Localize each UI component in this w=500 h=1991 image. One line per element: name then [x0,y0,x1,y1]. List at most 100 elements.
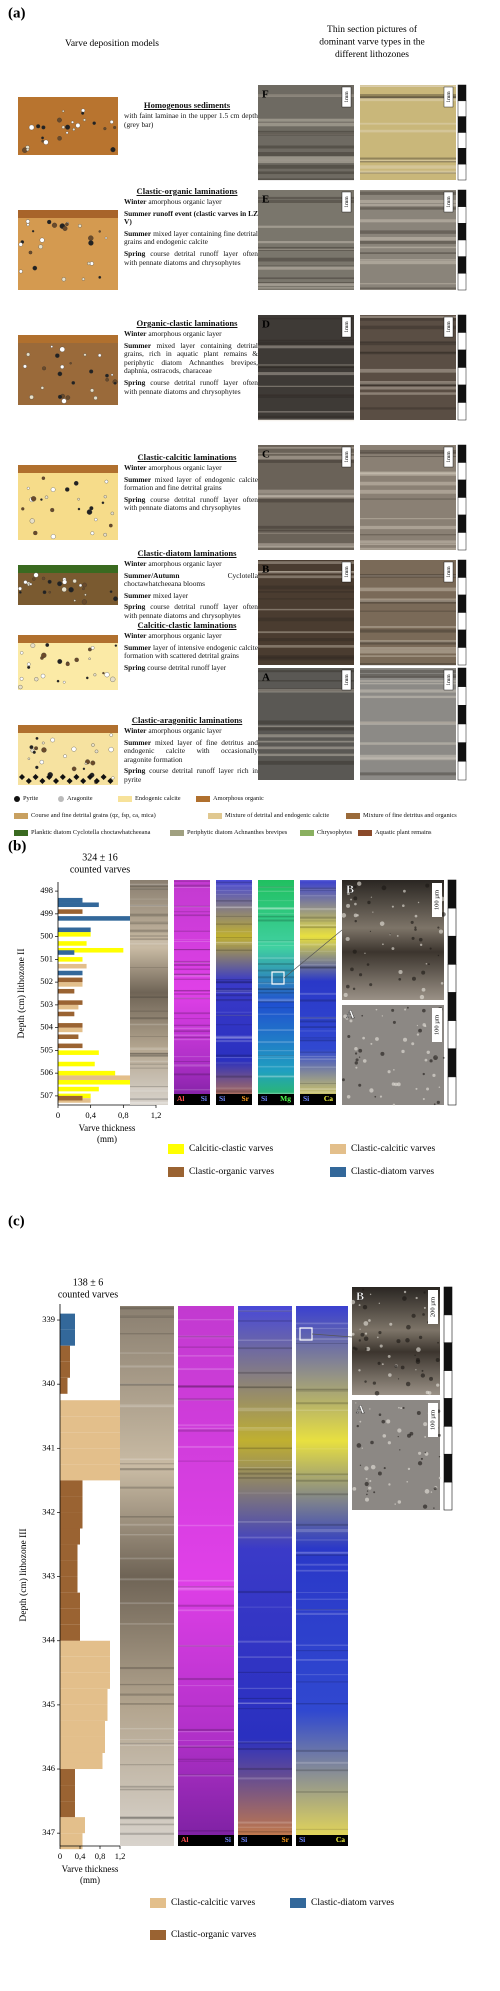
lamina [120,1315,174,1317]
mineral-grain [379,1344,383,1348]
grain [62,579,68,585]
lamina [296,1658,348,1661]
layer-description: Spring course detrital runoff layer [124,662,258,673]
grain [109,523,113,528]
grain [73,481,79,486]
mineral-grain [392,1103,396,1106]
pyrite [80,778,87,784]
grain [83,118,86,122]
mineral-grain [389,934,391,936]
depth-bar [457,100,467,117]
lamina [120,1384,174,1386]
lamina [258,152,354,156]
lamina [360,610,456,612]
mineral-grain [396,935,399,937]
grain [105,377,109,382]
layer-description: Spring course detrital runoff layer ofte… [124,378,258,396]
mineral-grain [411,976,416,981]
grain [88,235,94,241]
element-map [296,1306,348,1846]
grain [50,507,55,513]
grain [57,371,63,377]
lamina [178,1760,234,1762]
mineral-grain [436,1383,440,1387]
mineral-grain [415,1357,420,1362]
lamina [238,1427,292,1429]
lamina [130,996,168,998]
grain [71,381,76,385]
pyrite [59,774,66,780]
grain [103,495,107,499]
lamina [258,608,354,611]
legend-label: Periphytic diatom Achnanthes brevipes [187,829,288,836]
grain [81,108,86,113]
lamina [258,257,354,262]
legend-swatch [150,1930,166,1940]
bar [58,941,87,946]
scale-label: 100 µm [433,1015,440,1035]
mineral-grain [374,1095,377,1098]
mineral-grain [432,1073,436,1077]
mineral-grain [406,1006,409,1009]
legend-swatch [196,795,210,802]
lamina [130,898,168,900]
mineral-grain [419,943,423,947]
lamina [300,1066,336,1068]
grain [33,530,38,536]
map-caption-bg [300,1094,336,1105]
mineral-grain [355,1058,359,1062]
thin-section-photo [360,190,456,290]
bar [60,1528,80,1545]
depth-bar [457,367,467,386]
lamina [130,938,168,940]
mineral-grain [346,1095,351,1099]
lamina [178,1319,234,1321]
mineral-grain [341,1078,345,1082]
lamina [216,1000,252,1002]
season: Spring [124,662,146,672]
mineral-grain [356,1443,362,1448]
lamina [216,1035,252,1038]
mineral-grain [359,1328,361,1330]
mineral-grain [388,1373,392,1377]
lamina [258,489,354,494]
lamina [258,915,294,918]
layer-text: mixed layer of fine detritus and endogen… [124,737,258,764]
scale-label: 1mm [446,566,452,578]
photo-letter: B [262,564,270,576]
legend-swatch [290,1898,306,1908]
thin-section-photo [258,85,354,180]
depth-bar [457,132,467,149]
depth-bar [457,206,467,224]
mineral-grain [420,1457,423,1460]
grain [20,651,24,655]
model-text: Winter amorphous organic layer Summer mix… [124,463,258,516]
lamina [238,1656,292,1658]
bar [58,963,87,969]
lamina [130,904,168,907]
lamina [178,1644,234,1647]
lamina [216,1037,252,1039]
grain [65,124,71,130]
lamina [360,325,456,330]
lamina [174,968,210,971]
lamina [120,1468,174,1471]
mineral-grain [370,1042,373,1045]
lamina [258,366,354,369]
mineral-grain [352,949,357,954]
bar [58,1070,116,1076]
x-tick-label: 0 [58,1851,62,1861]
grain [88,240,94,246]
mineral-grain [402,1406,405,1410]
pyrite [25,778,32,784]
scale-label: 1mm [344,91,350,103]
model-text: Winter amorphous organic layer Summer mix… [124,726,258,788]
mineral-grain [409,1431,414,1436]
chart-title: 324 ± 16 [82,852,118,863]
mineral-grain [425,883,430,888]
layer-description: Spring course detrital runoff layer rich… [124,767,258,784]
lamina [238,1429,292,1431]
grain [29,582,33,586]
lamina [360,96,456,99]
mineral-grain [358,1083,362,1087]
